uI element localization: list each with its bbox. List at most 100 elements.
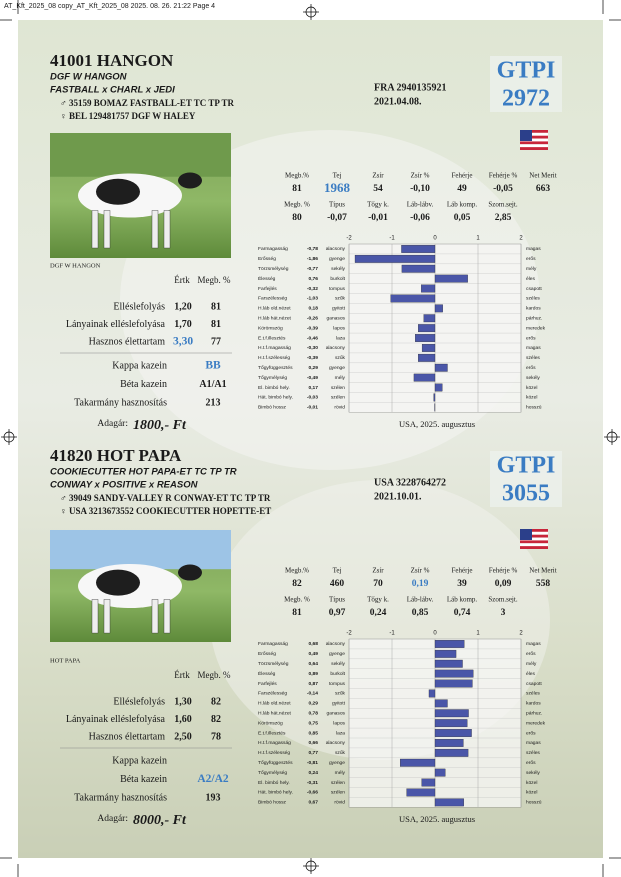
- trait-name: H.láb hát.nézet: [258, 711, 292, 717]
- bar: [413, 373, 436, 382]
- stats-header: Fehérje: [452, 172, 473, 180]
- sire-line: ♂ 39049 SANDY-VALLEY R CONWAY-ET TC TP T…: [60, 493, 271, 503]
- x-tick-label: -1: [389, 631, 395, 637]
- trait-name: Farszélesség: [258, 296, 287, 302]
- stats-header: Tej: [333, 567, 342, 575]
- stats-value: 81: [292, 608, 302, 618]
- pedigree-line: FASTBALL x CHARL x JEDI: [50, 85, 175, 96]
- flag-stripe: [520, 543, 548, 547]
- low-descriptor: szűk: [335, 296, 346, 302]
- bar: [433, 393, 436, 402]
- value-label: 0,29: [308, 365, 318, 371]
- low-descriptor: gyenge: [329, 257, 345, 262]
- bar: [401, 264, 436, 273]
- trait-label: Hasznos élettartam: [89, 336, 166, 347]
- stats-value: 49: [457, 184, 467, 194]
- index-label: GTPI: [497, 58, 556, 84]
- stats-header: Megb.%: [285, 172, 309, 180]
- extra-value: A2/A2: [197, 773, 229, 785]
- bar: [418, 324, 436, 333]
- value-label: -0,81: [307, 760, 318, 766]
- extra-value: 193: [206, 792, 221, 803]
- high-descriptor: erős: [526, 365, 536, 371]
- high-descriptor: széles: [526, 750, 540, 756]
- extra-label: Takarmány hasznosítás: [74, 792, 167, 803]
- flag-stripe: [520, 546, 548, 549]
- stats-value: 81: [292, 184, 302, 194]
- trait-name: Törzsmélység: [258, 661, 289, 667]
- bar: [434, 739, 464, 747]
- trait-name: El. bimbó hely.: [258, 385, 290, 391]
- flag-stripe: [520, 135, 548, 139]
- high-descriptor: meredek: [526, 325, 546, 331]
- cow-leg: [91, 599, 99, 634]
- stats-value: 39: [457, 579, 467, 589]
- pedigree-line: CONWAY x POSITIVE x REASON: [50, 480, 199, 491]
- trait-label: Hasznos élettartam: [89, 731, 166, 742]
- value-label: -0,01: [307, 405, 318, 411]
- low-descriptor: burkolt: [330, 276, 345, 282]
- stats-header: Tej: [333, 172, 342, 180]
- trait-name: Farfejlés: [258, 681, 277, 687]
- low-descriptor: szűk: [335, 355, 346, 361]
- stats-value: 0,09: [495, 579, 512, 589]
- bar: [434, 304, 443, 313]
- index-value: 3055: [502, 481, 550, 507]
- bar: [434, 383, 443, 392]
- stats-header: Láb komp.: [447, 201, 478, 209]
- bar: [434, 699, 448, 708]
- stats-value: 0,85: [412, 608, 429, 618]
- trait-name: Farfejlés: [258, 286, 277, 292]
- bar: [406, 788, 436, 797]
- value-label: 0,49: [308, 651, 318, 657]
- high-descriptor: kardos: [526, 701, 541, 707]
- price: 1800,- Ft: [133, 418, 187, 433]
- stats-header: Megb. %: [284, 201, 310, 209]
- low-descriptor: lapos: [333, 720, 345, 726]
- trait-name: E.t.f.illesztés: [258, 730, 286, 736]
- trait-name: Körömszög: [258, 325, 283, 331]
- trait-reliability: 78: [211, 731, 221, 742]
- bar: [434, 768, 446, 777]
- flag-stripe: [520, 534, 548, 538]
- trait-reliability: 77: [211, 336, 221, 347]
- high-descriptor: hosszú: [526, 405, 542, 411]
- stats-value: 54: [373, 184, 383, 194]
- birth-date: 2021.04.08.: [374, 96, 422, 107]
- table-header: Megb. %: [198, 275, 231, 285]
- stats-value: 3: [501, 608, 506, 618]
- flag-stripe: [520, 537, 548, 541]
- low-descriptor: szélen: [331, 780, 345, 786]
- low-descriptor: szélen: [331, 790, 345, 796]
- value-label: 0,87: [308, 681, 318, 687]
- trait-name: El. bimbó hely.: [258, 780, 290, 786]
- cow-leg: [151, 210, 159, 249]
- flag-stripe: [520, 147, 548, 150]
- high-descriptor: meredek: [526, 720, 546, 726]
- price: 8000,- Ft: [133, 813, 187, 828]
- value-label: 0,78: [308, 711, 318, 717]
- index-label: GTPI: [497, 453, 556, 479]
- high-descriptor: magas: [526, 247, 541, 252]
- high-descriptor: széles: [526, 691, 540, 697]
- bar: [390, 294, 436, 303]
- bar: [428, 689, 436, 698]
- low-descriptor: ganasos: [327, 317, 346, 322]
- low-descriptor: alacsony: [326, 246, 346, 252]
- high-descriptor: magas: [526, 741, 541, 746]
- stats-value: 82: [292, 579, 302, 589]
- index-box: [490, 56, 562, 112]
- chart-caption: USA, 2025. augusztus: [399, 814, 475, 824]
- value-label: 0,89: [308, 671, 318, 677]
- high-descriptor: éles: [526, 276, 536, 282]
- low-descriptor: alacsony: [326, 641, 346, 647]
- low-descriptor: gyenge: [329, 366, 345, 371]
- value-label: -1,03: [307, 296, 318, 302]
- low-descriptor: sekély: [331, 661, 345, 667]
- value-label: -0,14: [307, 691, 318, 697]
- trait-reliability: 82: [211, 696, 221, 707]
- flag-stripe: [520, 132, 548, 136]
- stats-header: Zsír: [372, 172, 384, 180]
- cow-leg: [151, 599, 159, 634]
- value-label: -0,32: [307, 286, 318, 292]
